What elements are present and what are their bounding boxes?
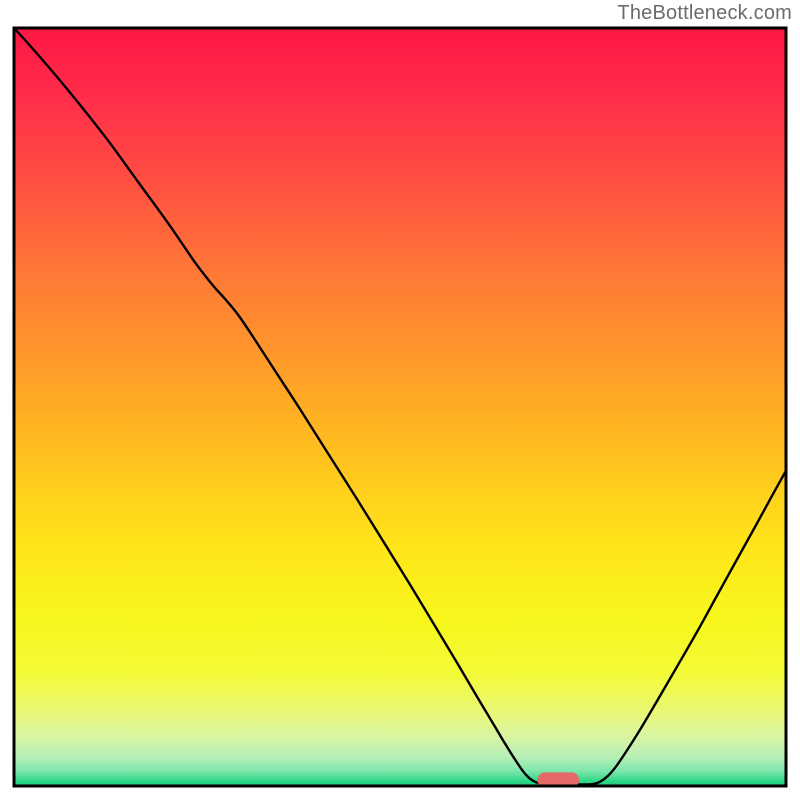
chart-background: [14, 28, 786, 786]
bottleneck-chart: [0, 0, 800, 800]
chart-stage: TheBottleneck.com: [0, 0, 800, 800]
